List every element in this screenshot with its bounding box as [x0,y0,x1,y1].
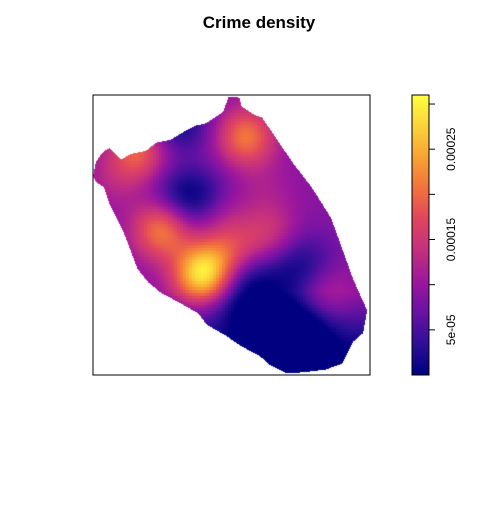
colorbar-tick-label: 0.00015 [444,218,458,262]
colorbar-ticks: 5e-05 0.00015 0.00025 [429,103,458,345]
chart-title: Crime density [203,13,316,32]
density-map-panel [92,94,371,376]
colorbar-gradient [412,95,429,375]
colorbar: 5e-05 0.00015 0.00025 [411,94,458,376]
colorbar-tick-label: 0.00025 [444,127,458,171]
density-map [93,95,370,375]
plot-frame [92,94,371,376]
colorbar-tick-label: 5e-05 [444,314,458,345]
colorbar-frame [411,94,430,376]
